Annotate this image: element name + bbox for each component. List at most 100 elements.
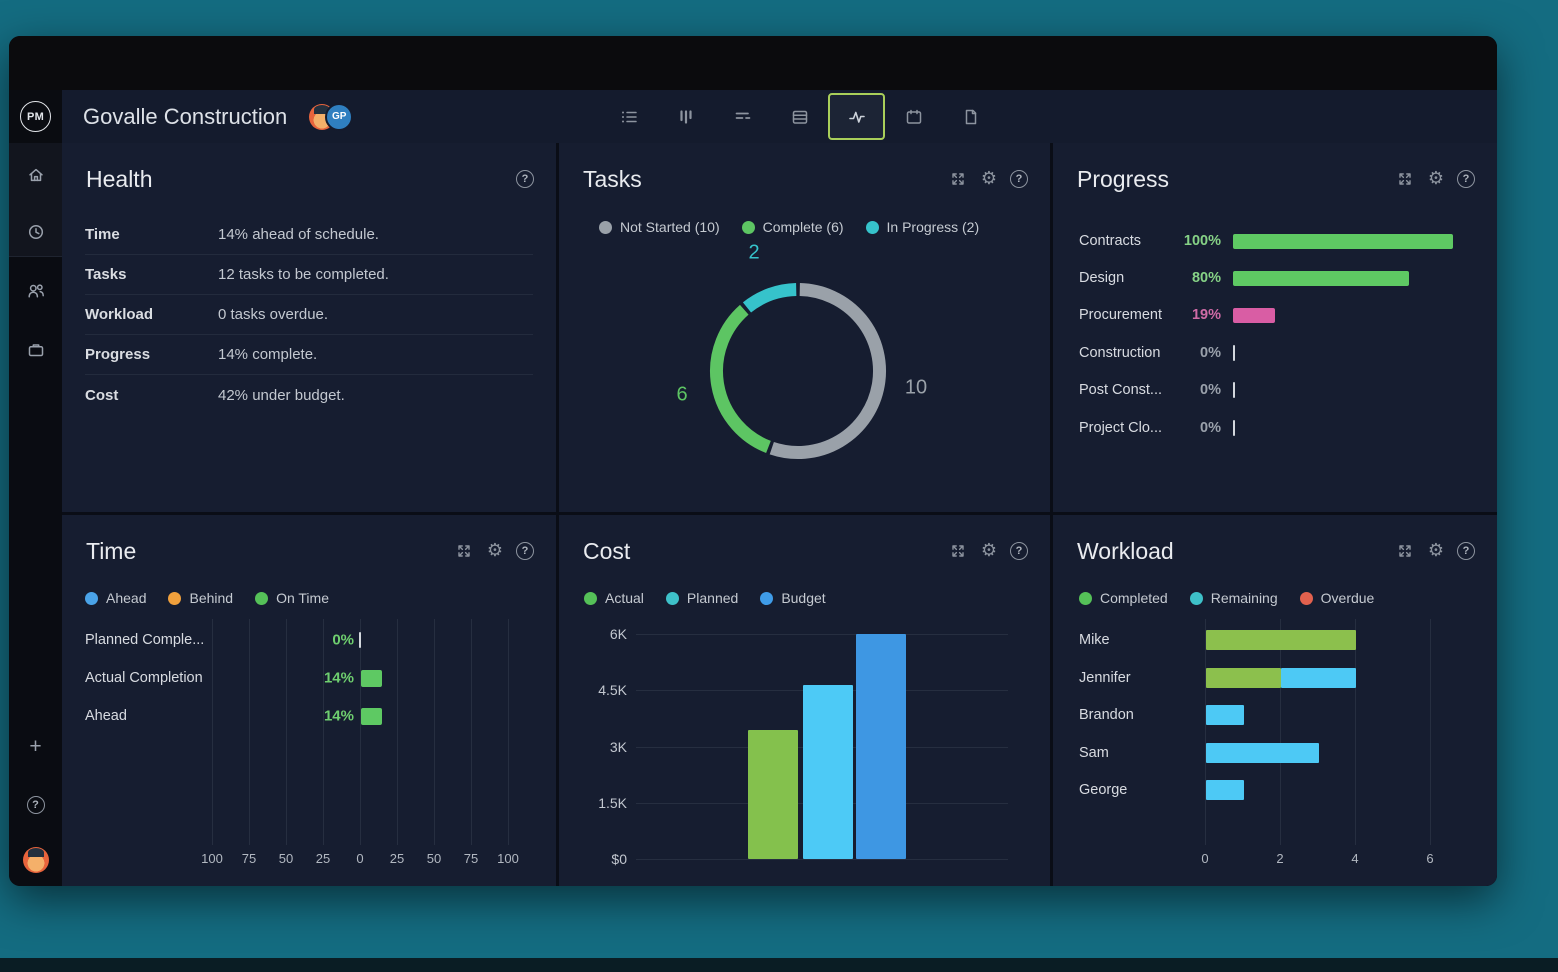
legend-dot (255, 591, 269, 605)
workload-axis-tick: 0 (1201, 851, 1209, 866)
app-logo[interactable]: PM (9, 90, 62, 143)
sidebar-item-help[interactable]: ? (9, 788, 62, 822)
expand-icon[interactable] (1395, 541, 1415, 561)
progress-phase-label: Project Clo... (1079, 420, 1162, 436)
time-axis-tick: 75 (463, 851, 479, 866)
settings-icon[interactable]: ⚙ (486, 540, 503, 561)
legend-label: Complete (6) (762, 219, 844, 235)
time-row-label: Actual Completion (85, 670, 203, 686)
app-window: PM Govalle Construction GP +? Health ? T… (9, 36, 1497, 886)
project-title: Govalle Construction (83, 103, 288, 129)
sidebar-item-team[interactable] (9, 274, 62, 308)
panel-workload: Workload ⚙? Completed Remaining Overdue 0 2 4… (1053, 515, 1497, 886)
toolbar-sheet-button[interactable] (771, 90, 828, 143)
legend-dot (1189, 591, 1203, 605)
team-icon (26, 281, 46, 301)
legend-dot (1079, 591, 1092, 605)
sidebar-item-home[interactable] (9, 158, 62, 192)
time-axis-tick: 25 (315, 851, 331, 866)
workload-person-label: Jennifer (1079, 670, 1131, 686)
cost-axis-tick: 6K (609, 626, 627, 642)
help-icon[interactable]: ? (1457, 542, 1475, 560)
help-icon[interactable]: ? (516, 170, 534, 188)
legend-dot (1299, 591, 1313, 605)
workload-gridline (1280, 619, 1281, 845)
time-axis-tick: 100 (497, 851, 519, 866)
legend-dot (168, 591, 182, 605)
progress-phase-label: Procurement (1079, 307, 1163, 323)
settings-icon[interactable]: ⚙ (1427, 540, 1444, 561)
workload-gridline (1205, 619, 1206, 845)
legend-dot (85, 591, 98, 605)
time-gridline (508, 619, 509, 845)
legend-label: Planned (686, 590, 739, 606)
help-icon[interactable]: ? (516, 542, 534, 560)
workload-person-label: Sam (1079, 745, 1109, 761)
time-axis-tick: 100 (201, 851, 223, 866)
panel-title: Workload (1077, 537, 1174, 564)
minimize-window-button[interactable] (66, 56, 80, 70)
time-axis-tick: 50 (278, 851, 294, 866)
workload-gridline (1355, 619, 1356, 845)
workload-remaining-bar (1206, 780, 1244, 800)
close-window-button[interactable] (38, 56, 52, 70)
sidebar-item-briefcase[interactable] (9, 333, 62, 367)
toolbar-list-button[interactable] (600, 90, 657, 143)
toolbar-gantt-button[interactable] (714, 90, 771, 143)
help-icon[interactable]: ? (1457, 170, 1475, 188)
help-icon[interactable]: ? (1010, 170, 1028, 188)
expand-icon[interactable] (948, 541, 968, 561)
chart-legend: Ahead Behind On Time (85, 590, 329, 606)
progress-pct-value: 100% (1183, 233, 1221, 249)
help-icon: ? (26, 796, 45, 814)
health-row: Tasks 12 tasks to be completed. (85, 255, 533, 295)
toolbar-board-button[interactable] (657, 90, 714, 143)
time-gridline (360, 619, 361, 845)
sidebar-item-plus[interactable]: + (9, 730, 62, 764)
health-row: Cost 42% under budget. (85, 375, 533, 415)
settings-icon[interactable]: ⚙ (980, 540, 997, 561)
sidebar: +? (9, 143, 62, 886)
time-gridline (212, 619, 213, 845)
cost-axis-tick: 4.5K (598, 682, 627, 698)
window-body: +? Health ? Time 14% ahead of schedule. Ta… (9, 143, 1497, 886)
panel-cost-header: Cost ⚙? (559, 515, 1050, 573)
health-metric-label: Workload (85, 306, 154, 323)
progress-pct-value: 19% (1191, 307, 1221, 323)
health-metric-label: Tasks (85, 266, 127, 283)
panel-progress: Progress ⚙? Contracts 100% Design 80% Procur… (1053, 143, 1497, 512)
expand-icon[interactable] (1395, 169, 1415, 189)
legend-dot (584, 591, 597, 605)
time-row-label: Planned Comple... (85, 632, 205, 648)
cost-bar-planned (803, 684, 853, 859)
legend-label: Behind (189, 590, 234, 606)
progress-phase-label: Post Const... (1079, 382, 1163, 398)
progress-zero-marker (1233, 382, 1235, 398)
progress-zero-marker (1233, 420, 1235, 436)
panel-health: Health ? Time 14% ahead of schedule. Tasks… (62, 143, 556, 512)
workload-remaining-bar (1206, 705, 1244, 725)
progress-pct-value: 0% (1200, 345, 1221, 361)
expand-icon[interactable] (454, 541, 474, 561)
time-row-value: 0% (332, 631, 354, 649)
titlebar (9, 36, 1497, 90)
legend-label: Remaining (1210, 590, 1278, 606)
settings-icon[interactable]: ⚙ (980, 168, 997, 189)
time-zero-marker (359, 632, 361, 648)
time-bar (361, 707, 382, 725)
sidebar-item-clock[interactable] (9, 215, 62, 249)
legend-item: Actual (584, 590, 644, 606)
toolbar-document-button[interactable] (942, 90, 999, 143)
panel-tasks: Tasks ⚙? Not Started (10) Complete (6) In … (559, 143, 1050, 512)
help-icon[interactable]: ? (1010, 542, 1028, 560)
chart-legend: Not Started (10) Complete (6) In Progress … (599, 219, 979, 235)
zoom-window-button[interactable] (94, 56, 108, 70)
avatar[interactable]: GP (325, 102, 354, 131)
toolbar-calendar-button[interactable] (885, 90, 942, 143)
expand-icon[interactable] (948, 169, 968, 189)
settings-icon[interactable]: ⚙ (1427, 168, 1444, 189)
legend-item: Not Started (10) (599, 219, 720, 235)
toolbar-dashboard-button[interactable] (828, 93, 885, 140)
sidebar-item-user-avatar[interactable] (9, 843, 62, 877)
health-metric-value: 14% ahead of schedule. (218, 226, 379, 243)
